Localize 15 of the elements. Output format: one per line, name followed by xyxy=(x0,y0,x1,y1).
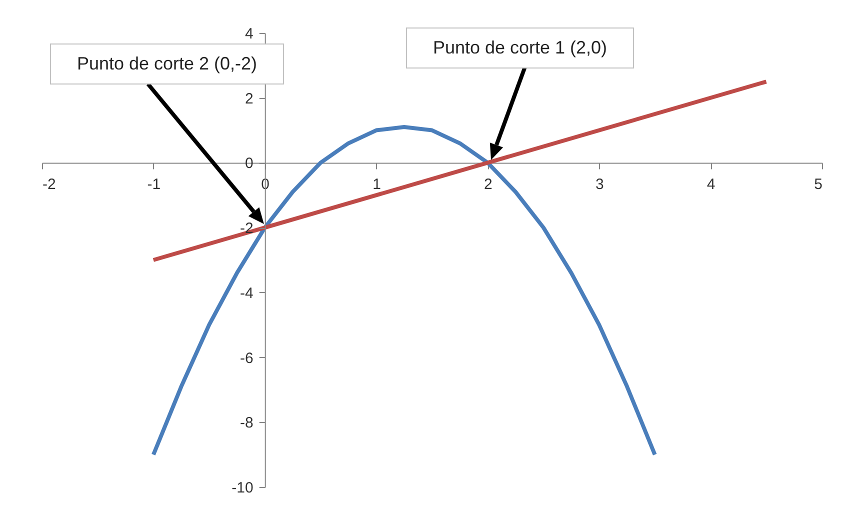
y-tick-label: 2 xyxy=(245,90,254,108)
y-tick-label: -8 xyxy=(240,414,254,432)
x-tick-label: 2 xyxy=(484,176,492,194)
y-tick-label: -4 xyxy=(240,284,254,302)
y-tick-label: 4 xyxy=(245,26,254,42)
y-tick-label: -10 xyxy=(232,480,254,496)
x-tick-label: 5 xyxy=(814,176,822,194)
annotation: Punto de corte 2 (0,-2) xyxy=(50,44,284,84)
x-tick-label: 1 xyxy=(372,176,381,194)
annotation: Punto de corte 1 (2,0) xyxy=(406,28,634,68)
x-tick-label: 4 xyxy=(706,176,716,194)
x-tick-label: -2 xyxy=(42,176,56,194)
x-tick-label: -1 xyxy=(147,176,161,194)
y-tick-label: -6 xyxy=(240,350,254,367)
x-tick-label: 3 xyxy=(595,176,604,194)
